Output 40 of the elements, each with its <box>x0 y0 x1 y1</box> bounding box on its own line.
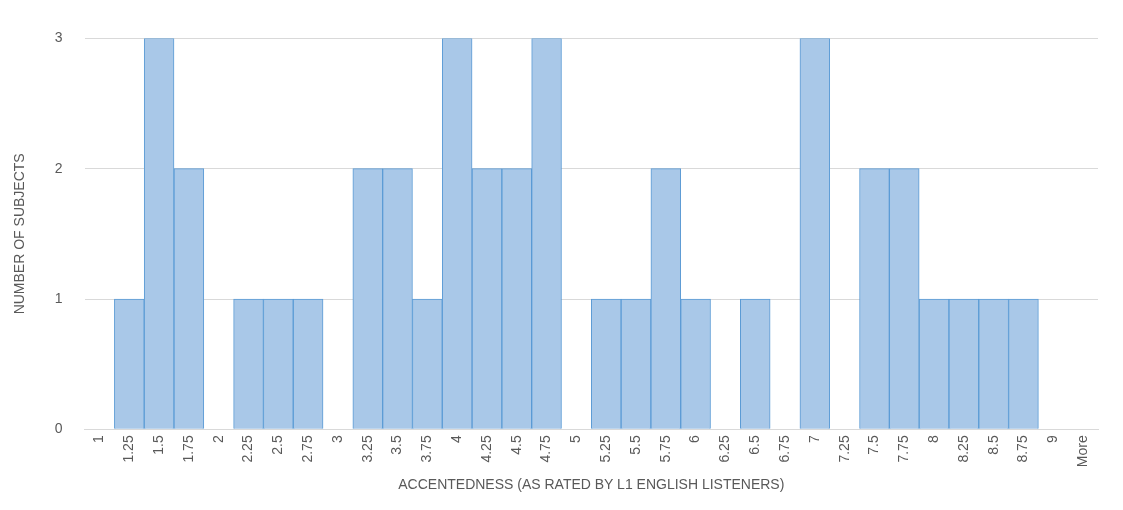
x-tick-label: 6.75 <box>775 435 792 463</box>
x-tick-label: 2.75 <box>298 435 315 463</box>
y-tick-label: 1 <box>54 289 63 306</box>
x-tick-label: 2.25 <box>239 435 256 463</box>
x-tick-label: 5.5 <box>626 435 643 455</box>
x-tick-label: 2 <box>209 435 226 444</box>
x-tick-label: 2.5 <box>269 435 286 455</box>
x-tick-label: 1 <box>90 435 107 444</box>
x-tick-label: 3.75 <box>418 435 435 463</box>
x-tick-label: 3 <box>328 435 345 444</box>
x-tick-label: 1.5 <box>149 435 166 455</box>
x-tick-label: 8 <box>924 435 941 444</box>
x-tick-label: 9 <box>1044 435 1061 444</box>
x-tick-label: 6 <box>686 435 703 444</box>
x-tick-label: 8.25 <box>954 435 971 463</box>
x-tick-label: 3.5 <box>388 435 405 455</box>
y-tick-label: 0 <box>54 420 63 437</box>
x-tick-label: 4.25 <box>477 435 494 463</box>
x-tick-label: 1.25 <box>120 435 137 463</box>
x-tick-label: 4 <box>448 435 465 444</box>
x-tick-label: 7.75 <box>895 435 912 463</box>
x-tick-label: 5.25 <box>597 435 614 463</box>
x-tick-label: 1.75 <box>179 435 196 463</box>
y-tick-label: 3 <box>54 29 63 46</box>
x-tick-label: 7.5 <box>865 435 882 455</box>
y-axis-title: NUMBER OF SUBJECTS <box>11 153 28 315</box>
x-tick-label: 4.75 <box>537 435 554 463</box>
x-tick-label: 7 <box>805 435 822 444</box>
x-tick-label: 5.75 <box>656 435 673 463</box>
x-tick-label: 6.25 <box>716 435 733 463</box>
x-tick-label: 8.75 <box>1014 435 1031 463</box>
x-axis-title: ACCENTEDNESS (AS RATED BY L1 ENGLISH LISTENERS) <box>398 476 785 493</box>
y-tick-label: 2 <box>54 159 63 176</box>
x-tick-label: 7.25 <box>835 435 852 463</box>
x-tick-label: 3.25 <box>358 435 375 463</box>
x-tick-label: 8.5 <box>984 435 1001 455</box>
x-tick-label: More <box>1073 435 1090 468</box>
x-tick-label: 5 <box>567 435 584 444</box>
x-tick-label: 4.5 <box>507 435 524 455</box>
x-tick-label: 6.5 <box>746 435 763 455</box>
